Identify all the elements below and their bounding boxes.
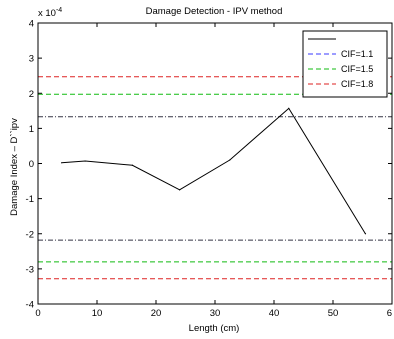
x-axis-label: Length (cm)	[189, 323, 240, 334]
data-point	[61, 162, 63, 164]
data-point	[84, 160, 86, 162]
legend-label-2: CIF=1.5	[341, 64, 373, 74]
legend-box	[302, 30, 388, 98]
x-tick-label: 40	[269, 308, 280, 319]
y-tick-label: -2	[26, 229, 34, 240]
data-point	[229, 159, 231, 161]
y-axis-label: Damage Index – D``ipv	[9, 118, 20, 216]
data-point	[131, 164, 133, 166]
data-point	[364, 233, 367, 235]
y-tick-label: 0	[29, 159, 34, 170]
y-tick-label: -3	[26, 264, 34, 275]
y-tick-label: 1	[29, 124, 34, 135]
y-exponent-label: x 10-4	[38, 7, 62, 19]
x-tick-label: 10	[92, 308, 103, 319]
y-tick-label: 3	[29, 54, 34, 65]
legend-label-3: CIF=1.8	[341, 79, 373, 89]
y-tick-label: -4	[26, 300, 34, 311]
x-tick-label: 50	[328, 308, 339, 319]
y-tick-label: 4	[29, 19, 34, 30]
x-tick-label: 20	[151, 308, 162, 319]
x-tick-label: 30	[210, 308, 221, 319]
data-point	[179, 189, 181, 191]
data-point	[288, 107, 290, 109]
x-tick-label: 6	[387, 308, 392, 319]
y-tick-label: 2	[29, 89, 34, 100]
x-tick-label: 0	[35, 308, 40, 319]
chart-title: Damage Detection - IPV method	[146, 6, 283, 17]
legend-label-1: CIF=1.1	[341, 49, 373, 59]
plot-area: 0 10 20 30 40 50 6 -4 -3 -2 -1 0 1 2 3 4 CIF=1.1 CIF=1.5 C…	[26, 19, 393, 319]
y-tick-label: -1	[26, 194, 34, 205]
